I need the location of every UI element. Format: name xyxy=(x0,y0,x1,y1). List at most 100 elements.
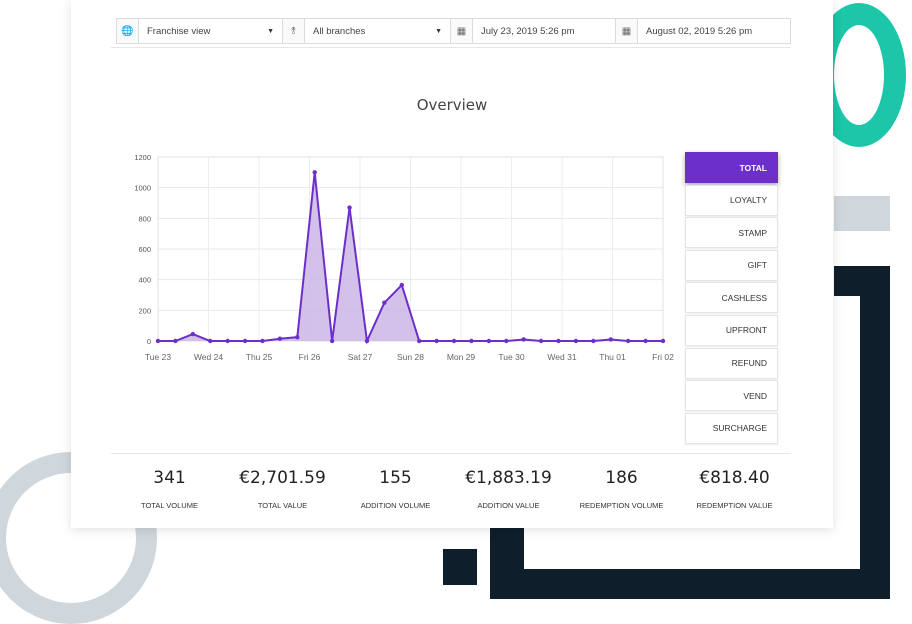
date-from-value: July 23, 2019 5:26 pm xyxy=(481,25,575,37)
tab-surcharge[interactable]: SURCHARGE xyxy=(685,412,778,444)
filter-bar: 🌐 Franchise view ▼ ⥉ All branches ▼ ▦ Ju… xyxy=(116,18,791,44)
chart-tabs: TOTAL LOYALTY STAMP GIFT CASHLESS UPFRONT REFU… xyxy=(685,152,778,445)
y-tick-label: 200 xyxy=(138,306,151,315)
tab-gift[interactable]: GIFT xyxy=(685,249,778,281)
date-to-input[interactable]: August 02, 2019 5:26 pm xyxy=(638,19,790,43)
data-point xyxy=(295,334,300,340)
y-tick-label: 1000 xyxy=(134,184,151,193)
decor-dark-frame-top xyxy=(834,266,890,296)
data-point xyxy=(469,338,474,344)
dashboard-card: 🌐 Franchise view ▼ ⥉ All branches ▼ ▦ Ju… xyxy=(71,0,833,528)
stat-value: 155 xyxy=(379,468,412,488)
view-select-value: Franchise view xyxy=(147,25,211,37)
data-point xyxy=(434,338,439,344)
x-tick-label: Wed 31 xyxy=(547,352,576,362)
y-tick-label: 1200 xyxy=(134,153,151,162)
calendar-icon: ▦ xyxy=(616,19,638,43)
stat-addition-volume: 155 ADDITION VOLUME xyxy=(339,468,452,510)
branches-select-value: All branches xyxy=(313,25,366,37)
tab-refund[interactable]: REFUND xyxy=(685,347,778,379)
x-tick-label: Sun 28 xyxy=(397,352,424,362)
data-point xyxy=(660,338,666,344)
stat-label: ADDITION VOLUME xyxy=(360,501,431,510)
data-point xyxy=(608,337,613,342)
series-line xyxy=(158,172,663,345)
tab-total[interactable]: TOTAL xyxy=(685,152,778,183)
data-point xyxy=(417,338,422,344)
y-tick-label: 400 xyxy=(138,276,151,285)
tab-upfront[interactable]: UPFRONT xyxy=(685,314,778,346)
data-point xyxy=(242,338,248,344)
stats-row: 341 TOTAL VOLUME €2,701.59 TOTAL VALUE 155 AD… xyxy=(113,468,793,510)
stat-value: €2,701.59 xyxy=(239,468,326,488)
stat-value: €1,883.19 xyxy=(465,468,552,488)
stat-value: €818.40 xyxy=(699,468,770,488)
stat-label: REDEMPTION VOLUME xyxy=(579,501,664,510)
data-point xyxy=(504,338,509,344)
view-select[interactable]: Franchise view ▼ xyxy=(139,19,283,43)
stat-label: TOTAL VALUE xyxy=(257,501,308,510)
x-tick-label: Tue 23 xyxy=(145,352,171,362)
stat-label: ADDITION VALUE xyxy=(477,501,540,510)
x-tick-label: Fri 26 xyxy=(299,352,321,362)
data-point xyxy=(521,337,526,342)
data-point xyxy=(625,338,631,344)
decor-grey-bar xyxy=(834,196,890,231)
data-point xyxy=(312,170,317,175)
stat-total-volume: 341 TOTAL VOLUME xyxy=(113,468,226,510)
data-point xyxy=(277,336,283,341)
decor-dark-frame xyxy=(490,266,890,599)
overview-chart: 0 200 400 600 800 1000 1200 Tue 23 Wed 24 Thu 25 F… xyxy=(134,153,674,362)
stat-redemption-value: €818.40 REDEMPTION VALUE xyxy=(678,468,791,510)
data-point xyxy=(155,338,161,344)
stat-redemption-volume: 186 REDEMPTION VOLUME xyxy=(565,468,678,510)
y-tick-label: 600 xyxy=(138,245,151,254)
stat-addition-value: €1,883.19 ADDITION VALUE xyxy=(452,468,565,510)
data-point xyxy=(591,338,596,344)
caret-down-icon: ▼ xyxy=(267,27,274,35)
x-tick-label: Thu 01 xyxy=(599,352,626,362)
globe-icon: 🌐 xyxy=(117,19,139,43)
data-point xyxy=(173,338,178,344)
x-tick-label: Fri 02 xyxy=(652,352,674,362)
tab-loyalty[interactable]: LOYALTY xyxy=(685,184,778,216)
decor-dark-square xyxy=(443,549,477,585)
stat-total-value: €2,701.59 TOTAL VALUE xyxy=(226,468,339,510)
stat-value: 186 xyxy=(605,468,638,488)
stat-value: 341 xyxy=(153,468,186,488)
data-point xyxy=(486,338,492,344)
data-point xyxy=(208,338,213,344)
stat-label: TOTAL VOLUME xyxy=(141,501,198,510)
divider xyxy=(111,453,791,454)
data-point xyxy=(382,300,387,305)
data-point xyxy=(260,338,265,344)
y-tick-label: 800 xyxy=(138,214,151,223)
data-point xyxy=(347,205,352,210)
x-tick-label: Mon 29 xyxy=(447,352,476,362)
data-point xyxy=(399,282,404,288)
decor-dark-bar xyxy=(490,520,524,590)
date-to-value: August 02, 2019 5:26 pm xyxy=(646,25,753,37)
data-point xyxy=(538,338,544,344)
data-point xyxy=(225,338,230,344)
data-point xyxy=(451,338,457,344)
tab-vend[interactable]: VEND xyxy=(685,380,778,412)
data-point xyxy=(329,338,335,344)
stat-label: REDEMPTION VALUE xyxy=(696,501,773,510)
data-point xyxy=(643,338,648,344)
date-from-input[interactable]: July 23, 2019 5:26 pm xyxy=(473,19,616,43)
divider xyxy=(111,47,791,48)
x-tick-label: Wed 24 xyxy=(194,352,223,362)
branches-select[interactable]: All branches ▼ xyxy=(305,19,451,43)
caret-down-icon: ▼ xyxy=(435,27,442,35)
x-tick-label: Thu 25 xyxy=(246,352,273,362)
data-point xyxy=(573,338,579,344)
data-point xyxy=(364,338,370,344)
x-tick-label: Tue 30 xyxy=(498,352,524,362)
tab-stamp[interactable]: STAMP xyxy=(685,217,778,249)
overview-title: Overview xyxy=(416,96,488,114)
calendar-icon: ▦ xyxy=(451,19,473,43)
data-point xyxy=(190,331,196,337)
data-point xyxy=(556,338,561,344)
tab-cashless[interactable]: CASHLESS xyxy=(685,282,778,314)
